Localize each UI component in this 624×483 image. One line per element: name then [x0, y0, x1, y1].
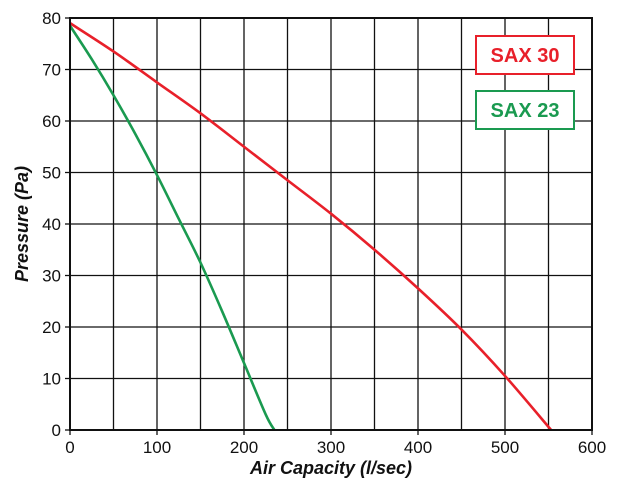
x-tick-label: 600 — [578, 438, 606, 457]
y-tick-label: 80 — [42, 9, 61, 28]
y-tick-label: 60 — [42, 112, 61, 131]
legend-label-sax-30: SAX 30 — [491, 45, 560, 67]
y-tick-label: 40 — [42, 215, 61, 234]
y-tick-label: 20 — [42, 318, 61, 337]
y-axis-title: Pressure (Pa) — [12, 166, 32, 282]
legend: SAX 30 SAX 23 — [475, 35, 575, 130]
y-tick-label: 50 — [42, 164, 61, 183]
series-line-sax-30 — [69, 22, 553, 431]
x-tick-label: 400 — [404, 438, 432, 457]
y-tick-label: 0 — [52, 421, 61, 440]
x-tick-labels: 0 100 200 300 400 500 600 — [65, 430, 606, 457]
grid — [70, 18, 592, 430]
x-tick-label: 500 — [491, 438, 519, 457]
x-tick-label: 200 — [230, 438, 258, 457]
y-tick-label: 70 — [42, 61, 61, 80]
x-tick-label: 100 — [143, 438, 171, 457]
legend-box-sax-23 — [475, 90, 575, 130]
x-tick-label: 0 — [65, 438, 74, 457]
series-layer — [68, 22, 553, 431]
y-tick-label: 30 — [42, 267, 61, 286]
x-axis-title: Air Capacity (l/sec) — [249, 458, 412, 478]
legend-box-sax-30 — [475, 35, 575, 75]
legend-label-sax-23: SAX 23 — [491, 100, 560, 122]
y-tick-labels: 0 10 20 30 40 50 60 70 80 — [42, 9, 70, 440]
y-tick-label: 10 — [42, 370, 61, 389]
x-tick-label: 300 — [317, 438, 345, 457]
series-line-sax-23 — [68, 25, 276, 431]
